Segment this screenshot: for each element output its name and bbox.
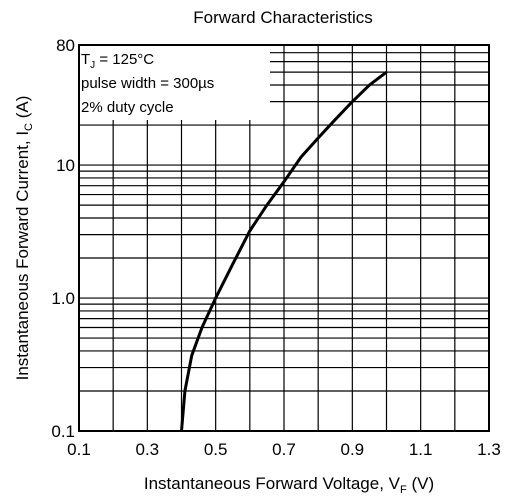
forward-current-curve	[180, 70, 388, 432]
y-axis-label: Instantaneous Forward Current, IC (A)	[13, 96, 35, 381]
annotation-temperature: TJ = 125°C	[81, 51, 154, 71]
curve-layer	[180, 70, 388, 432]
x-tick-label: 1.1	[409, 440, 433, 459]
x-tick-label: 0.3	[136, 440, 160, 459]
y-tick-label: 10	[56, 156, 75, 175]
x-tick-label: 1.3	[477, 440, 501, 459]
y-tick-labels: 0.1 1.0 10 80	[51, 36, 75, 441]
x-tick-label: 0.5	[204, 440, 228, 459]
annotation-duty-cycle: 2% duty cycle	[81, 99, 174, 116]
x-tick-label: 0.7	[272, 440, 296, 459]
chart-title: Forward Characteristics	[193, 8, 373, 27]
y-tick-label: 80	[56, 36, 75, 55]
x-tick-labels: 0.1 0.3 0.5 0.7 0.9 1.1 1.3	[67, 440, 501, 459]
x-tick-label: 0.1	[67, 440, 91, 459]
grid	[79, 45, 489, 431]
x-axis-label: Instantaneous Forward Voltage, VF (V)	[144, 474, 434, 496]
plot-frame	[78, 44, 490, 432]
annotation-background	[79, 45, 270, 120]
y-tick-label: 0.1	[51, 422, 75, 441]
annotation-pulse-width: pulse width = 300µs	[81, 75, 214, 92]
annotation-box: TJ = 125°C pulse width = 300µs 2% duty c…	[79, 45, 270, 120]
y-tick-label: 1.0	[51, 289, 75, 308]
x-tick-label: 0.9	[341, 440, 365, 459]
